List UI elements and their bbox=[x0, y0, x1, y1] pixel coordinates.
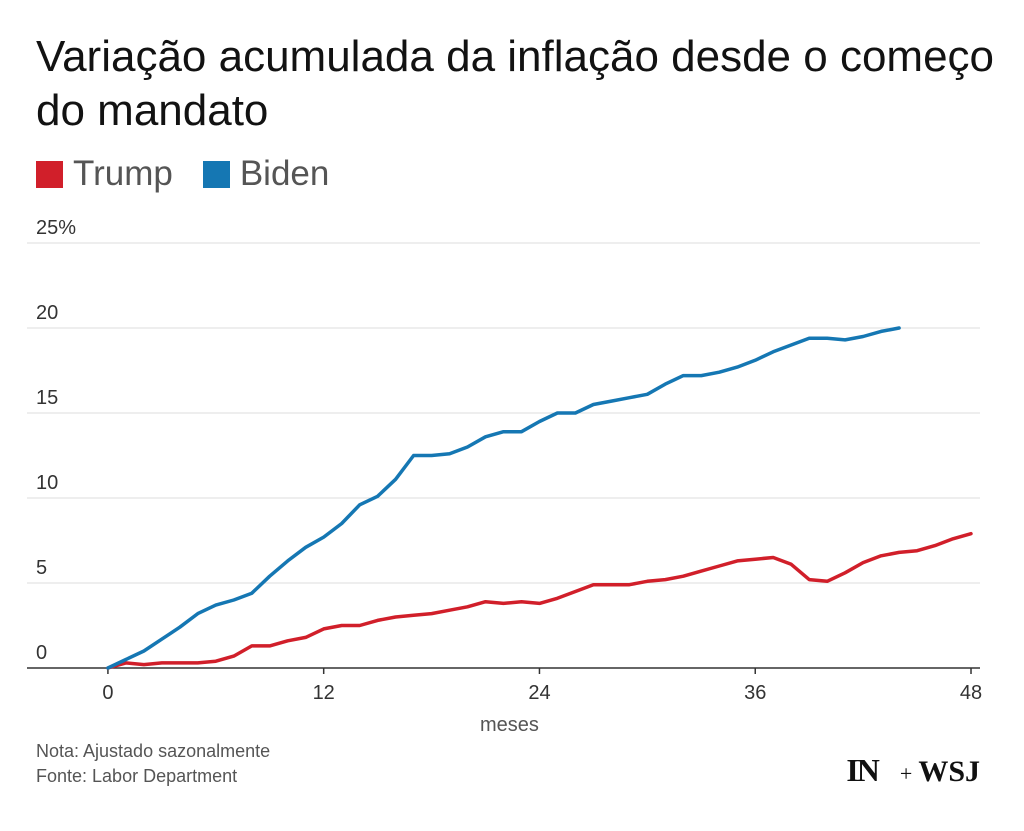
x-tick-label: 0 bbox=[102, 682, 113, 704]
x-tick-label: 12 bbox=[313, 682, 335, 704]
legend-label-biden: Biden bbox=[239, 154, 330, 193]
publisher-logo: IN + WSJ bbox=[846, 752, 980, 789]
legend-swatch-trump bbox=[36, 160, 63, 188]
y-tick-label: 15 bbox=[36, 387, 58, 409]
x-tick-label: 36 bbox=[744, 682, 766, 704]
y-tick-label: 10 bbox=[36, 472, 58, 494]
legend-item-trump: Trump bbox=[36, 154, 173, 194]
legend-label-trump: Trump bbox=[73, 154, 173, 193]
logo-in: IN bbox=[846, 752, 880, 788]
x-tick-label: 24 bbox=[528, 682, 550, 704]
legend-item-biden: Biden bbox=[202, 154, 330, 194]
legend-swatch-biden bbox=[202, 160, 230, 188]
series-line-biden bbox=[106, 326, 901, 670]
chart-title: Variação acumulada da inflação desde o c… bbox=[36, 32, 995, 135]
y-tick-label: 20 bbox=[36, 302, 58, 324]
footer-source: Fonte: Labor Department bbox=[36, 766, 238, 786]
y-tick-label: 5 bbox=[36, 557, 47, 579]
series-line-trump bbox=[106, 531, 973, 670]
x-tick-label: 48 bbox=[960, 682, 982, 704]
y-tick-label: 0 bbox=[36, 642, 47, 664]
chart-footer: Nota: Ajustado sazonalmente Fonte: Labor… bbox=[36, 739, 270, 789]
chart-legend: Trump Biden bbox=[36, 152, 359, 196]
y-tick-label: 25% bbox=[36, 217, 76, 239]
x-axis-title: meses bbox=[480, 714, 539, 736]
footer-note: Nota: Ajustado sazonalmente bbox=[36, 741, 271, 761]
logo-plus: + bbox=[899, 761, 913, 786]
logo-wsj: WSJ bbox=[918, 755, 980, 788]
